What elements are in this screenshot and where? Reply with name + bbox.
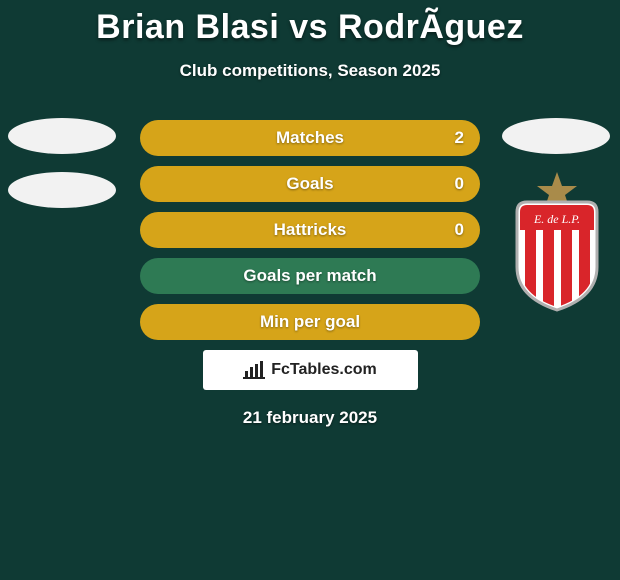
stats-table: Matches 2 Goals 0 Hattricks 0 Goals per … <box>140 120 480 428</box>
left-club-badge-2 <box>8 172 116 208</box>
stat-row-goals-per-match: Goals per match <box>140 258 480 294</box>
date-label: 21 february 2025 <box>140 408 480 428</box>
club-abbrev: E. de L.P. <box>533 212 580 226</box>
stat-row-hattricks: Hattricks 0 <box>140 212 480 248</box>
stat-label: Matches <box>276 128 344 148</box>
stat-value: 0 <box>455 220 464 240</box>
stat-label: Goals per match <box>243 266 376 286</box>
stat-row-matches: Matches 2 <box>140 120 480 156</box>
stat-label: Goals <box>286 174 333 194</box>
right-club-badge-estudiantes: E. de L.P. <box>507 172 607 312</box>
subtitle: Club competitions, Season 2025 <box>0 61 620 81</box>
right-club-badge-placeholder <box>502 118 610 154</box>
right-club-badges: E. de L.P. <box>502 118 612 312</box>
source-label: FcTables.com <box>271 361 377 379</box>
stat-label: Min per goal <box>260 312 360 332</box>
stat-value: 2 <box>455 128 464 148</box>
stat-value: 0 <box>455 174 464 194</box>
source-attribution: FcTables.com <box>203 350 418 390</box>
bar-chart-icon <box>243 361 265 379</box>
page-title: Brian Blasi vs RodrÃ­guez <box>0 0 620 47</box>
left-club-badges <box>8 118 118 226</box>
stat-row-goals: Goals 0 <box>140 166 480 202</box>
stat-row-min-per-goal: Min per goal <box>140 304 480 340</box>
stat-label: Hattricks <box>274 220 347 240</box>
left-club-badge-1 <box>8 118 116 154</box>
